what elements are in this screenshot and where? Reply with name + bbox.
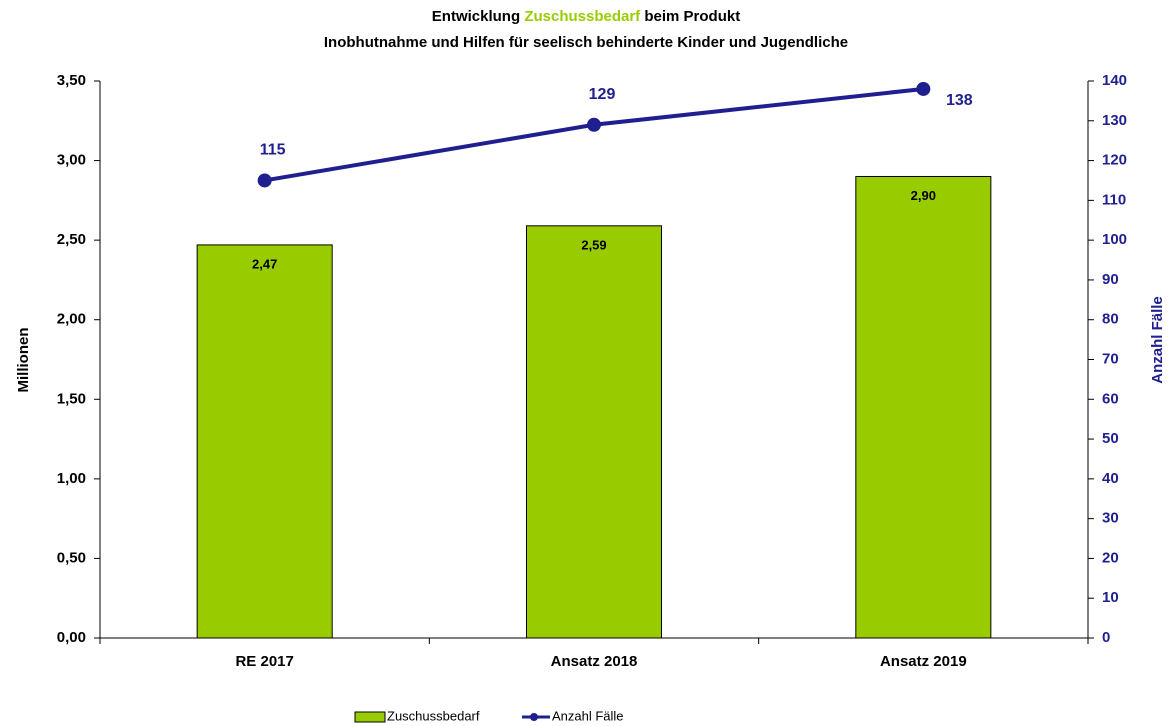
y-tick-label: 3,50 bbox=[57, 72, 86, 89]
y-tick-label: 1,50 bbox=[57, 390, 86, 407]
y2-tick-label: 130 bbox=[1102, 112, 1127, 129]
legend-marker bbox=[530, 713, 538, 721]
bar-value-label: 2,90 bbox=[911, 188, 936, 203]
title-part: Entwicklung bbox=[432, 8, 525, 25]
y2-tick-label: 50 bbox=[1102, 430, 1119, 447]
y2-tick-label: 40 bbox=[1102, 470, 1119, 487]
line-value-label: 138 bbox=[946, 92, 973, 109]
chart-title: Entwicklung Zuschussbedarf beim Produkt bbox=[432, 8, 740, 25]
y-tick-label: 3,00 bbox=[57, 152, 86, 169]
title-part: Zuschussbedarf bbox=[524, 8, 641, 25]
line-marker bbox=[916, 81, 931, 96]
y-tick-label: 0,50 bbox=[57, 549, 86, 566]
y2-tick-label: 20 bbox=[1102, 549, 1119, 566]
y2-tick-label: 90 bbox=[1102, 271, 1119, 288]
x-tick-label: RE 2017 bbox=[235, 653, 293, 670]
y-tick-label: 2,50 bbox=[57, 231, 86, 248]
y2-tick-label: 70 bbox=[1102, 350, 1119, 367]
y2-axis-label: Anzahl Fälle bbox=[1149, 296, 1166, 384]
bar-value-label: 2,47 bbox=[252, 256, 277, 271]
x-tick-label: Ansatz 2019 bbox=[880, 653, 967, 670]
y2-tick-label: 120 bbox=[1102, 152, 1127, 169]
y-tick-label: 0,00 bbox=[57, 629, 86, 646]
legend-label: Anzahl Fälle bbox=[552, 708, 624, 723]
y-tick-label: 2,00 bbox=[57, 311, 86, 328]
bar bbox=[525, 225, 663, 639]
y2-tick-label: 30 bbox=[1102, 510, 1119, 527]
bar bbox=[855, 175, 992, 639]
y-axis-label: Millionen bbox=[15, 328, 32, 393]
line-value-label: 115 bbox=[260, 142, 286, 159]
y-tick-label: 1,00 bbox=[57, 470, 86, 487]
title-part: beim Produkt bbox=[640, 8, 740, 25]
legend-label: Zuschussbedarf bbox=[387, 708, 480, 723]
y2-tick-label: 140 bbox=[1102, 72, 1127, 89]
line-marker bbox=[257, 173, 272, 188]
x-tick-label: Ansatz 2018 bbox=[551, 653, 638, 670]
chart-subtitle: Inobhutnahme und Hilfen für seelisch beh… bbox=[324, 34, 848, 51]
y2-tick-label: 110 bbox=[1102, 191, 1126, 208]
y2-tick-label: 100 bbox=[1102, 231, 1127, 248]
y2-tick-label: 10 bbox=[1102, 589, 1119, 606]
y2-tick-label: 0 bbox=[1102, 629, 1110, 646]
line-marker bbox=[587, 117, 601, 132]
bar bbox=[196, 244, 333, 639]
y2-tick-label: 60 bbox=[1102, 390, 1119, 407]
y2-tick-label: 80 bbox=[1102, 311, 1119, 328]
legend-swatch bbox=[354, 711, 386, 723]
line-value-label: 129 bbox=[589, 86, 616, 103]
bar-value-label: 2,59 bbox=[581, 237, 606, 252]
